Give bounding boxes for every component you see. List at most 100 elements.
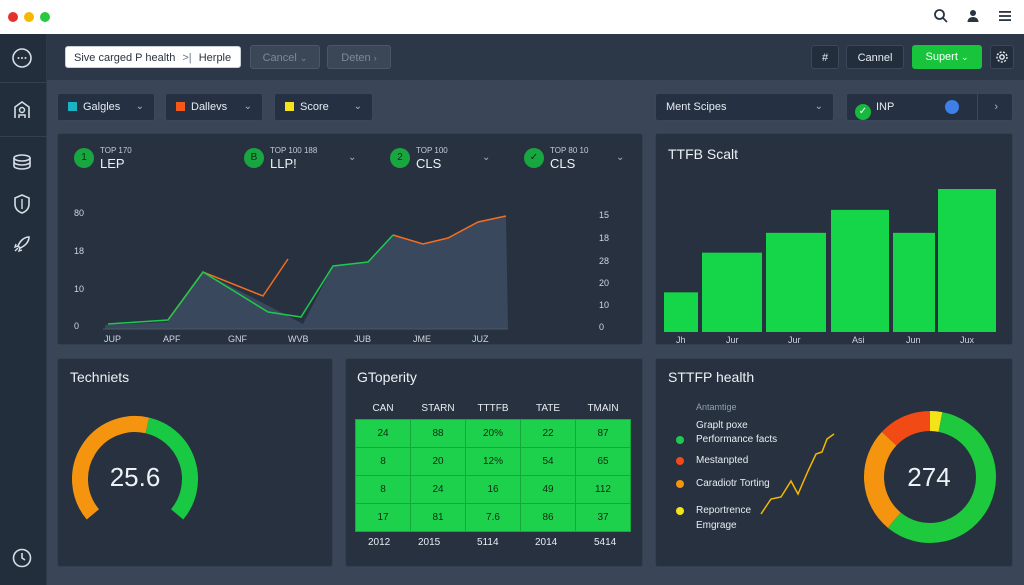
metric-icon: B bbox=[244, 148, 264, 168]
metric-label: CLS bbox=[416, 156, 442, 171]
donut-slice bbox=[887, 412, 996, 543]
rocket-icon[interactable] bbox=[10, 232, 34, 256]
metric-tab[interactable]: ✓ TOP 80 10 CLS ⌄ bbox=[524, 146, 644, 176]
filter-dallevs-dropdown[interactable]: Dallevs ⌄ bbox=[165, 93, 263, 121]
supert-button[interactable]: Supert ⌄ bbox=[912, 45, 982, 69]
series-line-green bbox=[107, 234, 394, 325]
inp-selector[interactable]: ✓ INP › bbox=[846, 93, 1013, 121]
legend-label: Reportrence bbox=[696, 505, 752, 516]
metric-tab[interactable]: 2 TOP 100 CLS ⌄ bbox=[390, 146, 510, 176]
health-subtitle: Antamtige bbox=[696, 402, 737, 412]
minimize-window-dot[interactable] bbox=[24, 12, 34, 22]
hash-button[interactable]: # bbox=[811, 45, 839, 69]
refresh-icon[interactable] bbox=[945, 100, 959, 114]
sidebar-divider bbox=[0, 136, 47, 137]
table-cell: 86 bbox=[520, 502, 576, 532]
search-value: Sive carged P health bbox=[74, 52, 176, 64]
bar bbox=[664, 292, 698, 332]
y-tick-label: 20 bbox=[599, 278, 610, 288]
table-footer-value: 2014 bbox=[535, 537, 558, 548]
dropdown-label: Galgles bbox=[83, 101, 121, 113]
chevron-right-icon[interactable]: › bbox=[994, 101, 998, 113]
chevron-down-icon: ⌄ bbox=[616, 152, 625, 163]
filter-galgles-dropdown[interactable]: Galgles ⌄ bbox=[57, 93, 155, 121]
legend-dot bbox=[676, 480, 684, 488]
y-tick-label: 80 bbox=[74, 208, 85, 218]
filter-score-dropdown[interactable]: Score ⌄ bbox=[274, 93, 373, 121]
column-header[interactable]: TMAIN bbox=[587, 403, 619, 415]
metric-caption: TOP 100 bbox=[416, 146, 448, 155]
sidebar bbox=[0, 34, 47, 585]
legend-dot bbox=[676, 457, 684, 465]
supert-label: Supert bbox=[925, 51, 958, 63]
shield-icon[interactable] bbox=[10, 192, 34, 216]
table-row: 8 24 16 49 112 bbox=[355, 474, 631, 504]
metric-tab[interactable]: B TOP 100 188 LLP! ⌄ bbox=[244, 146, 364, 176]
area-fill bbox=[105, 216, 508, 329]
cannel-label: Cannel bbox=[857, 52, 893, 64]
y-tick-label: 18 bbox=[74, 246, 85, 256]
table-footer-value: 2012 bbox=[368, 537, 391, 548]
health-panel: STTFP health Antamtige Graplt poxe Perfor… bbox=[655, 358, 1013, 567]
table-row: 8 20 12% 54 65 bbox=[355, 446, 631, 476]
metric-icon: 1 bbox=[74, 148, 94, 168]
window-titlebar bbox=[0, 0, 1024, 34]
divider bbox=[977, 94, 978, 120]
y-tick-label: 10 bbox=[599, 300, 610, 310]
metric-icon: ✓ bbox=[524, 148, 544, 168]
table-cell: 20% bbox=[465, 418, 521, 448]
table-footer-value: 2015 bbox=[418, 537, 441, 548]
health-panel-title: STTFP health bbox=[668, 369, 755, 385]
chevron-down-icon: ⌄ bbox=[353, 101, 362, 112]
y-tick-label: 0 bbox=[599, 322, 605, 332]
column-header[interactable]: TATE bbox=[535, 403, 561, 415]
history-icon[interactable] bbox=[10, 546, 34, 570]
check-icon: ✓ bbox=[855, 104, 871, 120]
search-icon[interactable] bbox=[932, 8, 950, 26]
column-header[interactable]: TTTFB bbox=[477, 403, 509, 415]
close-window-dot[interactable] bbox=[8, 12, 18, 22]
donut-value: 274 bbox=[907, 462, 951, 492]
bar bbox=[893, 232, 935, 332]
settings-button[interactable] bbox=[990, 45, 1014, 69]
menu-icon[interactable] bbox=[996, 8, 1014, 26]
x-tick-label: JUZ bbox=[472, 334, 489, 344]
table-cell: 24 bbox=[355, 418, 411, 448]
legend-label: Mestanpted bbox=[696, 455, 749, 466]
search-tail: Herple bbox=[198, 52, 232, 64]
maximize-window-dot[interactable] bbox=[40, 12, 50, 22]
sparkline bbox=[760, 433, 835, 515]
stack-icon[interactable] bbox=[10, 150, 34, 174]
table-footer-value: 5414 bbox=[594, 537, 617, 548]
column-header[interactable]: CAN bbox=[372, 403, 394, 415]
search-input[interactable]: Sive carged P health >| Herple bbox=[65, 46, 241, 68]
ment-scipes-dropdown[interactable]: Ment Scipes ⌄ bbox=[655, 93, 834, 121]
dropdown-label: Score bbox=[300, 101, 329, 113]
gauge-value: 25.6 bbox=[109, 462, 161, 492]
cannel-button[interactable]: Cannel bbox=[846, 45, 904, 69]
table-cell: 65 bbox=[575, 446, 631, 476]
bar-chart-title: TTFB Scalt bbox=[668, 146, 739, 162]
x-tick-label: Asi bbox=[852, 335, 865, 345]
bar bbox=[766, 232, 826, 332]
x-tick-label: Jun bbox=[906, 335, 921, 345]
metric-tab[interactable]: 1 TOP 170 LEP bbox=[74, 146, 194, 176]
toolbar: Sive carged P health >| Herple Cancel ⌄ … bbox=[47, 34, 1024, 80]
network-icon[interactable] bbox=[10, 98, 34, 122]
x-tick-label: WVB bbox=[288, 334, 309, 344]
bar bbox=[831, 209, 889, 332]
column-header[interactable]: STARN bbox=[421, 403, 455, 415]
table-cell: 22 bbox=[520, 418, 576, 448]
legend-label: Performance facts bbox=[696, 434, 778, 445]
search-separator: >| bbox=[182, 52, 192, 64]
deten-button[interactable]: Deten › bbox=[327, 45, 391, 69]
donut-slice bbox=[864, 431, 902, 528]
color-swatch bbox=[68, 102, 77, 111]
user-icon[interactable] bbox=[964, 8, 982, 26]
table-cell: 112 bbox=[575, 474, 631, 504]
cancel-button[interactable]: Cancel ⌄ bbox=[250, 45, 320, 69]
table-body: 24 88 20% 22 87 8 20 12% 54 65 8 24 16 49 112 17 81 7.6 86… bbox=[355, 418, 631, 532]
legend-label: Graplt poxe bbox=[696, 420, 748, 431]
chat-icon[interactable] bbox=[10, 46, 34, 70]
chevron-down-icon: ⌄ bbox=[135, 101, 144, 112]
